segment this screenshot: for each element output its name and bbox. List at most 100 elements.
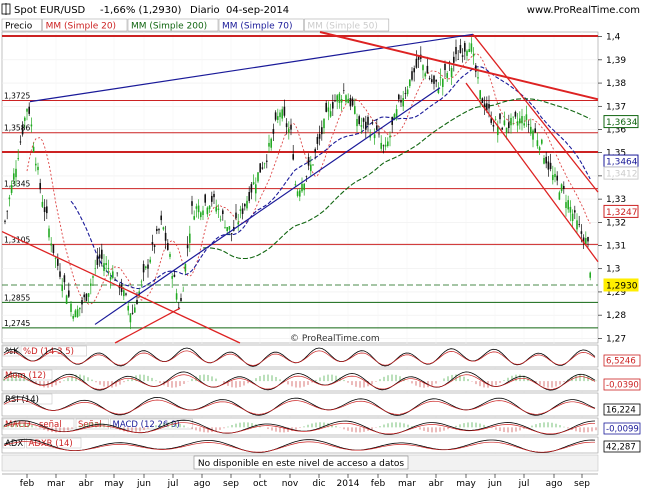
- candle-body: [285, 123, 288, 128]
- candle-body: [263, 163, 266, 165]
- subpanel-label: Mom (12): [5, 371, 46, 381]
- candle-body: [468, 49, 470, 52]
- legend-item: MM (Simple 200): [131, 22, 207, 32]
- candle-body: [450, 68, 453, 77]
- x-tick-label: ago: [546, 479, 563, 489]
- candle-body: [35, 163, 37, 166]
- candle-body: [10, 185, 13, 193]
- candle-body: [356, 118, 358, 127]
- subpanel-label: Señal: [78, 420, 102, 430]
- candle-body: [246, 200, 248, 209]
- x-tick-label: sep: [574, 479, 590, 489]
- candle-body: [296, 191, 299, 196]
- candle-body: [283, 106, 286, 116]
- candle-body: [294, 184, 297, 186]
- candle-body: [455, 46, 457, 55]
- candle-body: [219, 219, 222, 221]
- candle-body: [470, 43, 473, 52]
- subpanel-label: MACD (12 26 9): [113, 420, 180, 430]
- candle-body: [437, 88, 440, 93]
- candle-body: [360, 125, 363, 127]
- subpanel-label-box: [2, 345, 20, 357]
- price-badge-label: 1,3634: [606, 118, 638, 128]
- trendline: [465, 82, 599, 263]
- candle-body: [288, 128, 290, 133]
- candle-body: [523, 123, 525, 126]
- subpanel-badge: -0,0390: [606, 381, 639, 391]
- candle-body: [228, 226, 231, 230]
- candle-body: [158, 228, 160, 231]
- candle-body: [347, 98, 349, 104]
- candle-body: [371, 122, 374, 124]
- x-tick-label: ago: [194, 479, 211, 489]
- candle-body: [173, 274, 176, 277]
- candle-body: [307, 157, 310, 166]
- candle-body: [571, 213, 574, 222]
- candle-body: [116, 272, 118, 274]
- candle-body: [510, 117, 512, 126]
- candle-body: [587, 237, 589, 242]
- candle-body: [206, 207, 209, 215]
- candle-body: [250, 184, 253, 193]
- candle-body: [499, 113, 501, 120]
- candle-body: [527, 124, 530, 125]
- candle-body: [336, 95, 338, 102]
- candle-body: [580, 231, 583, 234]
- candle-body: [325, 102, 327, 112]
- candle-body: [57, 258, 59, 266]
- y-tick-label: 1,35: [606, 149, 626, 159]
- candle-body: [26, 108, 28, 112]
- candle-body: [554, 173, 556, 178]
- candle-body: [525, 114, 528, 120]
- candle-body: [505, 127, 508, 134]
- subpanel-badge-box: [603, 403, 641, 416]
- candle-body: [19, 141, 22, 143]
- subpanel-adx: ADX ADXR (14) 42,287: [1, 436, 641, 454]
- candle-body: [536, 140, 539, 147]
- candle-body: [521, 116, 523, 124]
- legend-box: [42, 18, 128, 32]
- candle-body: [167, 243, 169, 250]
- candle-body: [195, 206, 198, 209]
- trendlines: [1, 31, 599, 344]
- date: 04-sep-2014: [226, 5, 289, 16]
- subpanel-frame: [1, 392, 599, 417]
- legend-item: Precio: [5, 22, 33, 32]
- x-tick-label: jul: [518, 479, 530, 489]
- chart-header: Spot EUR/USD -1,66% (1,2930) Diario 04-s…: [1, 3, 640, 16]
- x-tick-label: sep: [223, 479, 239, 489]
- x-tick-label: oct: [253, 479, 267, 489]
- price-badge-label: 1,3412: [606, 170, 638, 180]
- trendline: [472, 33, 599, 193]
- indicator-line: [3, 438, 596, 453]
- candle-body: [582, 237, 585, 244]
- candle-body: [208, 205, 211, 210]
- price-panel-frame: [1, 31, 599, 344]
- y-tick-label: 1,33: [606, 195, 626, 205]
- candle-body: [299, 190, 301, 197]
- candle-body: [28, 106, 30, 114]
- candle-body: [105, 263, 107, 266]
- candle-body: [380, 142, 382, 149]
- x-tick-label: jul: [167, 479, 179, 489]
- y-tick-label: 1,32: [606, 218, 626, 228]
- candle-body: [442, 78, 444, 87]
- candle-body: [400, 100, 402, 103]
- y-tick-label: 1,4: [606, 33, 621, 43]
- candle-body: [43, 207, 46, 213]
- candle-body: [532, 130, 534, 140]
- legend-box: [218, 18, 304, 32]
- candle-body: [52, 244, 55, 253]
- candle-body: [439, 77, 442, 79]
- candle-body: [65, 295, 68, 304]
- candle-body: [213, 193, 215, 198]
- candle-body: [186, 245, 189, 249]
- subpanel-badge-box: [603, 440, 641, 453]
- candle-body: [41, 201, 44, 207]
- trendline: [114, 307, 181, 344]
- legend-box: [1, 18, 42, 32]
- candle-body: [136, 299, 138, 305]
- candle-body: [211, 195, 213, 202]
- x-tick-label: nov: [282, 479, 299, 489]
- candle-body: [329, 111, 332, 117]
